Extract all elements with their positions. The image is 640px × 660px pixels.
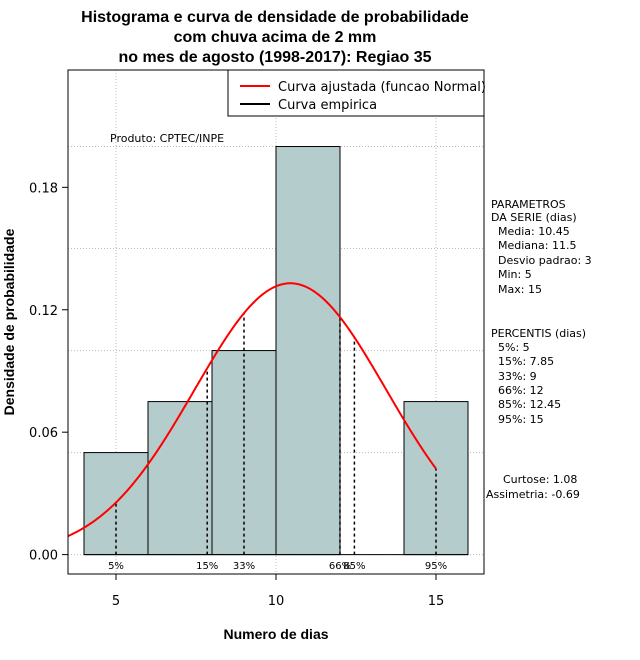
param-min: Min: 5 — [498, 268, 532, 281]
param-stddev: Desvio padrao: 3 — [498, 254, 592, 267]
percentile-5: 5%: 5 — [498, 341, 530, 354]
percentile-33: 33%: 9 — [498, 370, 537, 383]
shape-panel: Curtose: 1.08 Assimetria: -0.69 — [486, 473, 580, 501]
param-heading-2: DA SERIE (dias) — [491, 211, 577, 224]
percentile-95: 95%: 15 — [498, 413, 544, 426]
param-median: Mediana: 11.5 — [498, 239, 576, 252]
percentile-label-4: 85% — [343, 561, 365, 572]
param-heading: PARAMETROS — [491, 198, 566, 211]
percentile-15: 15%: 7.85 — [498, 355, 554, 368]
y-tick-label-2: 0.12 — [29, 304, 58, 319]
chart-title-line-3: no mes de agosto (1998-2017): Regiao 35 — [119, 49, 432, 66]
percentile-66: 66%: 12 — [498, 384, 544, 397]
legend: Curva ajustada (funcao Normal) Curva emp… — [227, 69, 486, 117]
param-mean: Media: 10.45 — [498, 225, 570, 238]
chart-title-line-1: Histograma e curva de densidade de proba… — [81, 9, 469, 26]
y-tick-label-1: 0.06 — [29, 426, 58, 441]
kurtosis: Curtose: 1.08 — [503, 473, 577, 486]
skewness: Assimetria: -0.69 — [486, 488, 580, 501]
percentile-label-1: 15% — [196, 561, 218, 572]
percentiles-panel: PERCENTIS (dias) 5%: 5 15%: 7.85 33%: 9 … — [491, 327, 586, 426]
x-tick-label-2: 15 — [428, 594, 445, 609]
percentile-lines: 5% 15% 33% 66%85% 95% — [108, 313, 447, 572]
percentile-label-3: 66% — [329, 561, 351, 572]
param-max: Max: 15 — [498, 283, 542, 296]
histogram-bar-1 — [147, 401, 213, 556]
y-tick-label-3: 0.18 — [29, 181, 58, 196]
y-tick-label-0: 0.00 — [29, 549, 58, 564]
x-tick-label-1: 10 — [268, 594, 285, 609]
percentile-heading: PERCENTIS (dias) — [491, 327, 586, 340]
percentile-label-0: 5% — [108, 561, 124, 572]
chart-title-line-2: com chuva acima de 2 mm — [174, 29, 377, 46]
legend-label-empirical: Curva empirica — [278, 98, 377, 113]
histogram-bar-3 — [275, 146, 341, 556]
x-tick-label-0: 5 — [112, 594, 120, 609]
legend-label-normal: Curva ajustada (funcao Normal) — [278, 80, 486, 95]
histogram-bar-5 — [403, 401, 469, 556]
parameters-panel: PARAMETROS DA SERIE (dias) Media: 10.45 … — [491, 198, 592, 296]
percentile-85: 85%: 12.45 — [498, 398, 561, 411]
product-annotation: Produto: CPTEC/INPE — [110, 132, 224, 145]
percentile-label-5: 95% — [425, 561, 447, 572]
legend-box — [227, 69, 485, 117]
x-axis-title: Numero de dias — [223, 626, 328, 642]
axes: 5 10 15 0.00 0.06 0.12 0.18 — [29, 181, 444, 609]
normal-fit-curve — [67, 282, 437, 537]
percentile-label-2: 33% — [233, 561, 255, 572]
y-axis-title: Densidade de probabilidade — [1, 228, 17, 415]
